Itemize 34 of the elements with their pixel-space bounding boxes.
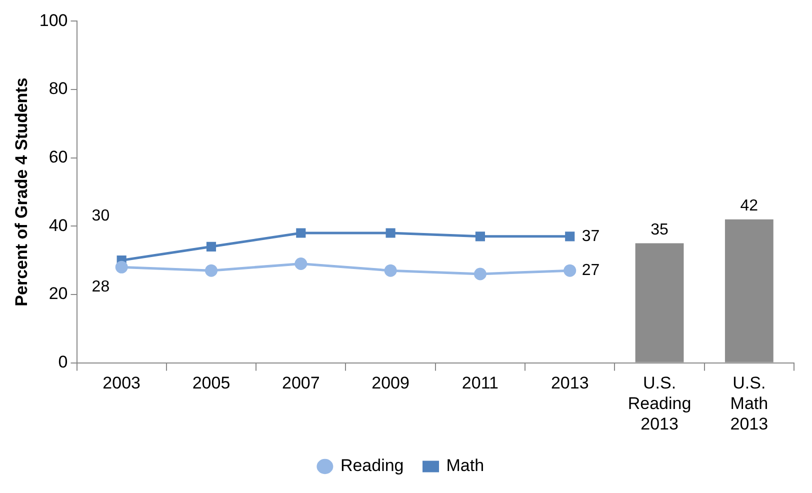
data-label: 28	[92, 278, 110, 296]
x-tick-label: 2005	[192, 374, 230, 393]
y-tick-label: 80	[48, 79, 68, 98]
y-axis-title: Percent of Grade 4 Students	[12, 78, 31, 306]
data-label: 42	[740, 198, 758, 215]
x-tick-label: 2009	[372, 374, 410, 393]
point	[475, 232, 485, 242]
point	[384, 264, 397, 277]
point	[206, 242, 216, 252]
x-tick-label: U.S. Math 2013	[730, 374, 768, 434]
x-tick-label: 2011	[462, 374, 498, 393]
data-label: 35	[650, 222, 669, 239]
point	[474, 268, 486, 280]
x-tick-label: 2013	[550, 374, 589, 393]
point	[565, 232, 575, 242]
point	[564, 264, 576, 277]
data-label: 27	[582, 262, 600, 279]
x-tick-label: 2007	[282, 374, 320, 393]
y-tick-label: 60	[48, 148, 68, 167]
y-tick-label: 0	[58, 352, 68, 372]
data-label: 37	[582, 228, 600, 245]
legend-label: Reading	[340, 456, 404, 476]
point	[294, 257, 308, 270]
point	[296, 228, 306, 238]
point	[204, 264, 218, 277]
y-tick-label: 40	[48, 216, 68, 235]
point	[386, 228, 396, 238]
y-tick-label: 20	[48, 284, 68, 304]
point	[115, 260, 128, 274]
x-tick-label: 2003	[102, 374, 141, 393]
data-label: 30	[92, 208, 110, 225]
legend-label: Math	[446, 456, 484, 476]
x-tick-label: U.S. Reading 2013	[628, 374, 692, 434]
y-tick-label: 100	[39, 10, 68, 30]
